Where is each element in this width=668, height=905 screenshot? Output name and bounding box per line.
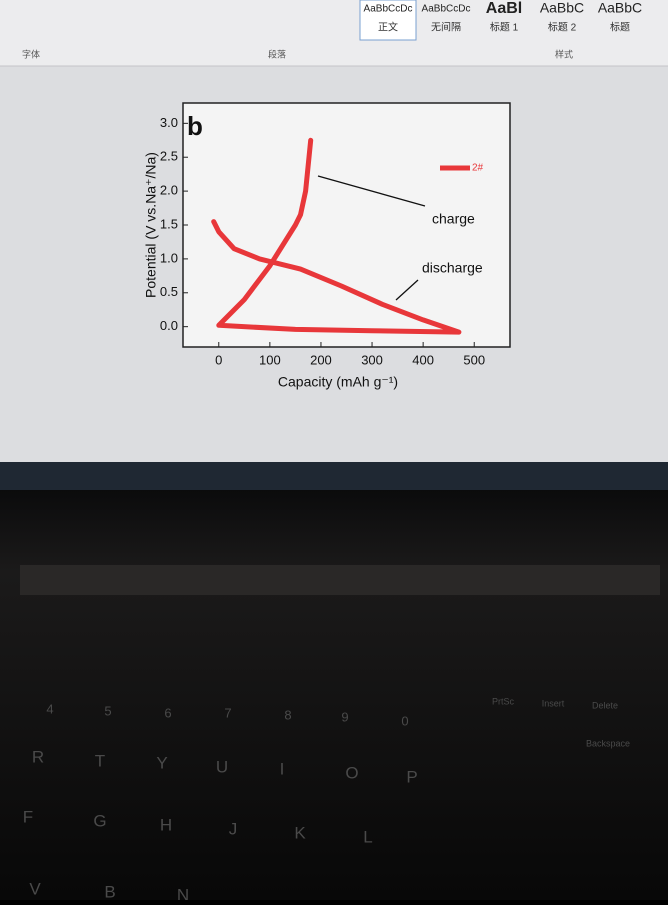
y-tick-label: 1.5 — [160, 216, 178, 231]
style-sample: AaBl — [486, 0, 522, 17]
x-axis-label: Capacity (mAh g⁻¹) — [278, 374, 398, 390]
key-label: 4 — [46, 701, 53, 716]
style-name: 标题 1 — [490, 22, 519, 34]
key-label: 8 — [284, 707, 291, 722]
key-label: F — [23, 807, 33, 826]
style-sample: AaBbC — [598, 0, 642, 16]
ribbon — [0, 0, 668, 66]
style-name: 无间隔 — [431, 21, 461, 34]
y-tick-label: 0.5 — [160, 284, 178, 299]
keyboard — [0, 490, 668, 900]
y-tick-label: 1.0 — [160, 250, 178, 265]
style-name: 标题 2 — [548, 22, 577, 34]
x-tick-label: 500 — [463, 352, 485, 367]
taskbar — [0, 462, 668, 490]
key-label: 9 — [341, 709, 348, 724]
annotation: charge — [432, 211, 475, 227]
series-line — [211, 137, 462, 335]
hinge — [20, 565, 660, 595]
key-label: N — [177, 885, 189, 900]
ribbon-group-label: 样式 — [555, 48, 573, 59]
key-label: Y — [156, 753, 167, 772]
key-label: V — [29, 879, 41, 898]
key-label: O — [345, 763, 358, 782]
x-tick-label: 400 — [412, 352, 434, 367]
y-tick-label: 0.0 — [160, 318, 178, 333]
key-label: P — [406, 767, 417, 786]
key-label: L — [363, 827, 372, 846]
key-label: G — [93, 811, 106, 830]
key-label: H — [160, 815, 172, 834]
key-label: Backspace — [586, 738, 630, 748]
y-axis-label: Potential (V vs.Na⁺/Na) — [143, 152, 159, 298]
key-label: J — [229, 819, 238, 838]
key-label: Delete — [592, 700, 618, 710]
ribbon-group-label: 段落 — [268, 48, 286, 59]
x-tick-label: 0 — [215, 352, 222, 367]
style-sample: AaBbC — [540, 0, 584, 16]
style-sample: AaBbCcDc — [422, 4, 471, 15]
key-label: B — [104, 882, 115, 900]
panel-label: b — [187, 111, 203, 141]
y-tick-label: 2.0 — [160, 183, 178, 198]
key-label: 5 — [104, 703, 111, 718]
y-tick-label: 3.0 — [160, 115, 178, 130]
key-label: I — [280, 759, 285, 778]
ribbon-group-label: 字体 — [22, 48, 40, 59]
key-label: Insert — [542, 698, 565, 708]
y-tick-label: 2.5 — [160, 149, 178, 164]
legend-label: 2# — [472, 163, 484, 174]
key-label: T — [95, 751, 105, 770]
style-name: 标题 — [610, 22, 630, 34]
key-label: R — [32, 747, 44, 766]
style-box[interactable] — [359, 0, 417, 41]
x-tick-label: 300 — [361, 352, 383, 367]
x-tick-label: 200 — [310, 352, 332, 367]
key-label: 6 — [164, 705, 171, 720]
annotation-arrow — [317, 175, 426, 207]
annotation-arrow — [395, 279, 419, 301]
style-name: 正文 — [378, 21, 398, 34]
x-tick-label: 100 — [259, 352, 281, 367]
style-sample: AaBbCcDc — [364, 4, 413, 15]
key-label: U — [216, 757, 228, 776]
key-label: K — [294, 823, 306, 842]
key-label: PrtSc — [492, 696, 515, 706]
key-label: 7 — [224, 705, 231, 720]
annotation: discharge — [422, 260, 483, 276]
key-label: 0 — [401, 713, 408, 728]
